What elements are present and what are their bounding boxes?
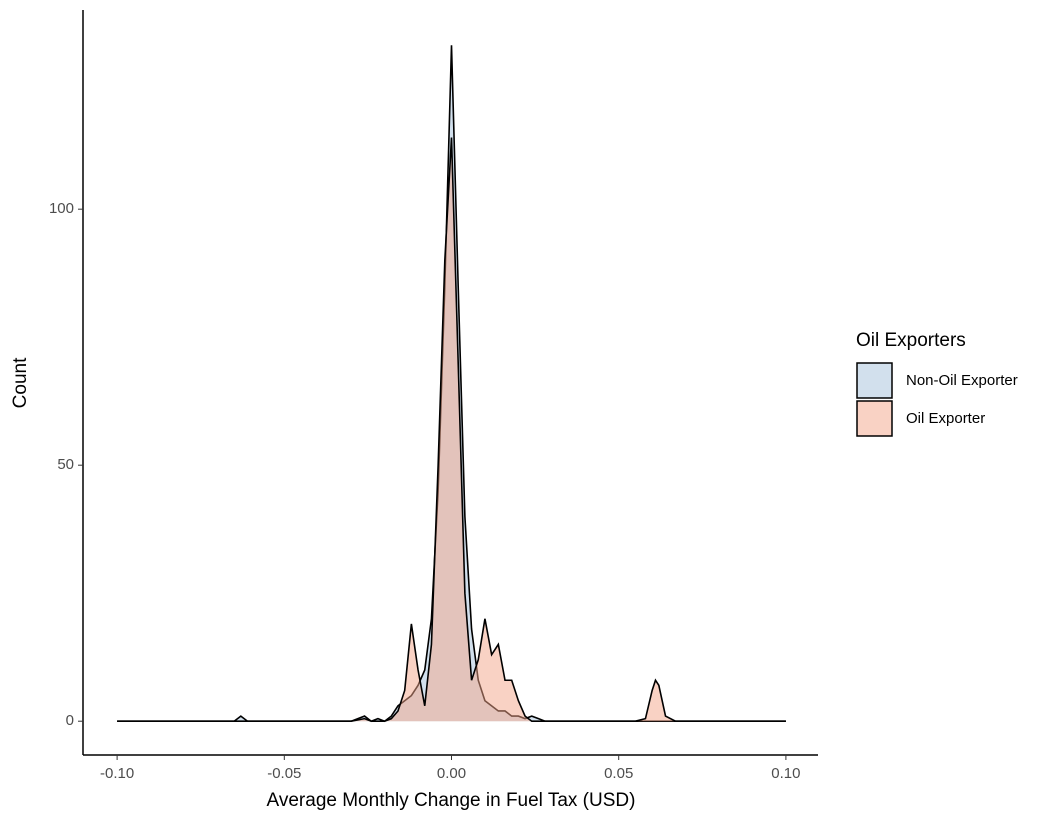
legend-key bbox=[856, 400, 893, 437]
x-tick-label: -0.05 bbox=[267, 765, 301, 782]
y-tick-label: 50 bbox=[57, 456, 74, 473]
y-axis-title: Count bbox=[10, 357, 31, 408]
y-tick-label: 0 bbox=[66, 712, 74, 729]
x-tick-label: 0.05 bbox=[604, 765, 633, 782]
legend-label: Non-Oil Exporter bbox=[906, 372, 1018, 389]
x-tick-label: 0.10 bbox=[771, 765, 800, 782]
legend-key bbox=[856, 362, 893, 399]
density-line bbox=[117, 137, 786, 723]
x-tick-label: -0.10 bbox=[100, 765, 134, 782]
y-tick-label: 100 bbox=[49, 200, 74, 217]
x-tick-label: 0.00 bbox=[437, 765, 466, 782]
density-area bbox=[117, 137, 786, 722]
legend-label: Oil Exporter bbox=[906, 410, 985, 427]
legend-title: Oil Exporters bbox=[856, 330, 966, 351]
x-axis-title: Average Monthly Change in Fuel Tax (USD) bbox=[267, 790, 636, 811]
